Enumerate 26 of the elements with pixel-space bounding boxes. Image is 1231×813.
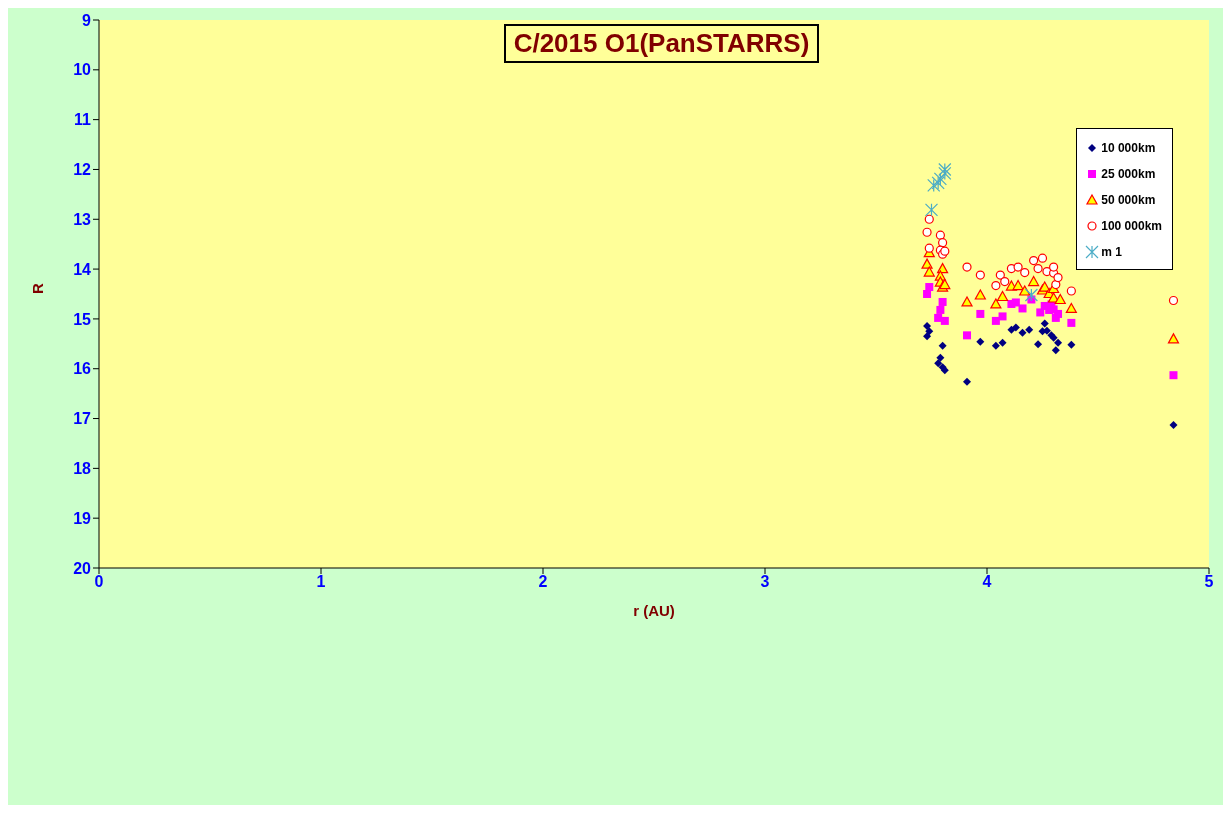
- x-axis-title: r (AU): [633, 602, 675, 619]
- y-tick-label: 20: [73, 559, 92, 577]
- y-tick-label: 15: [73, 310, 92, 328]
- legend-label: 10 000km: [1101, 141, 1156, 155]
- legend-label: m 1: [1101, 245, 1122, 259]
- chart-title: C/2015 O1(PanSTARRS): [503, 24, 820, 63]
- y-tick-label: 16: [73, 360, 92, 378]
- legend-label: 50 000km: [1101, 193, 1156, 207]
- y-tick-label: 17: [73, 410, 92, 428]
- y-tick-label: 11: [74, 111, 92, 129]
- y-tick-label: 14: [73, 260, 92, 278]
- x-tick-label: 2: [538, 573, 548, 591]
- x-tick-label: 1: [316, 573, 326, 591]
- y-tick-label: 18: [73, 460, 92, 478]
- y-tick-label: 19: [73, 509, 92, 527]
- legend-label: 100 000km: [1101, 219, 1162, 233]
- y-tick-label: 9: [82, 11, 92, 29]
- y-tick-label: 12: [73, 161, 92, 179]
- y-axis-title: R: [29, 283, 47, 294]
- x-tick-label: 4: [982, 573, 992, 591]
- legend-label: 25 000km: [1101, 167, 1156, 181]
- y-tick-label: 10: [73, 61, 92, 79]
- y-tick-label: 13: [73, 210, 92, 228]
- x-tick-label: 5: [1204, 573, 1214, 591]
- x-tick-label: 3: [760, 573, 770, 591]
- x-tick-label: 0: [94, 573, 104, 591]
